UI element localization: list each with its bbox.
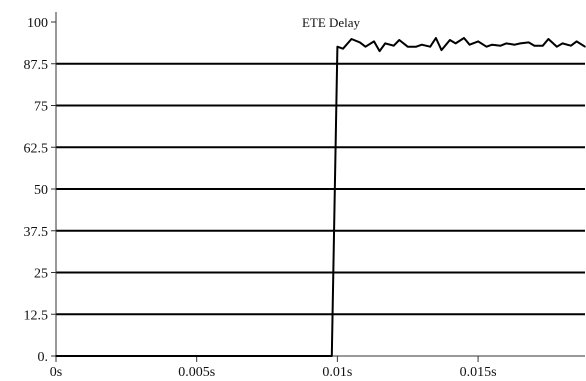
y-tick-label: 25 (34, 267, 48, 282)
data-point (556, 45, 558, 48)
data-point (570, 44, 572, 47)
y-tick-label: 37.5 (24, 225, 49, 240)
data-point (491, 43, 493, 46)
data-point (350, 38, 353, 40)
data-point (575, 40, 578, 43)
data-point (336, 45, 339, 48)
data-point (449, 39, 451, 41)
x-axis-ticks: 0s 0.005s 0.01s 0.015s (50, 356, 497, 380)
y-tick-label: 50 (34, 183, 48, 198)
y-tick-label: 12.5 (24, 308, 49, 323)
data-point (364, 45, 367, 48)
data-point (359, 41, 361, 44)
data-point (373, 40, 375, 43)
data-point (392, 44, 395, 47)
x-tick-label: 0.015s (460, 365, 497, 380)
data-point (477, 40, 479, 43)
data-point (384, 42, 387, 45)
series-layer (55, 37, 586, 357)
y-tick-label: 87.5 (24, 58, 49, 73)
data-point (527, 41, 530, 44)
data-point (429, 45, 432, 48)
grid-lines (56, 62, 585, 316)
data-point (454, 42, 457, 45)
data-point (547, 38, 550, 40)
data-point (435, 37, 437, 39)
x-tick-label: 0.01s (322, 365, 352, 380)
data-point (513, 43, 516, 46)
data-point (55, 355, 57, 357)
x-tick-label: 0s (50, 365, 62, 380)
y-tick-label: 100 (27, 16, 48, 31)
data-point (378, 50, 381, 52)
data-point (584, 45, 586, 48)
y-axis-ticks: 0. 12.5 25 37.5 50 62.5 75 87.5 100 (24, 16, 56, 365)
data-point (440, 49, 443, 51)
data-point (406, 45, 409, 48)
data-point (533, 44, 536, 47)
data-point (342, 47, 344, 50)
data-point (561, 42, 564, 45)
data-point (398, 39, 401, 41)
data-point (499, 44, 502, 47)
chart-title: ETE Delay (302, 15, 361, 30)
data-point (330, 355, 333, 357)
y-tick-label: 75 (34, 100, 48, 115)
data-point (415, 45, 417, 48)
data-point (463, 37, 465, 39)
y-tick-label: 0. (38, 350, 49, 365)
data-point (485, 45, 488, 48)
data-point (468, 43, 471, 46)
series-line (56, 37, 586, 357)
data-point (420, 43, 423, 46)
data-point (541, 44, 544, 47)
data-point (519, 42, 522, 45)
y-tick-label: 62.5 (24, 141, 49, 156)
data-point (505, 42, 508, 45)
x-tick-label: 0.005s (178, 365, 215, 380)
